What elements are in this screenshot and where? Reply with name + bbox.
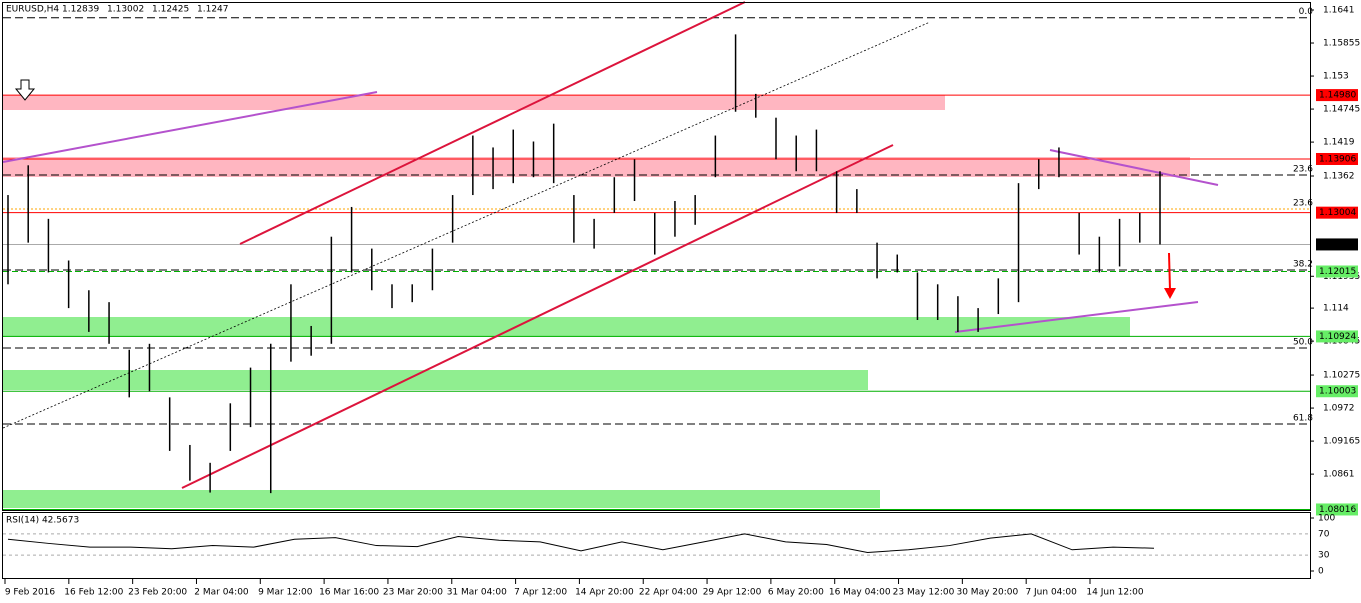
x-tick-label: 9 Mar 12:00	[258, 588, 313, 598]
support-zone	[3, 317, 1130, 337]
resistance-zone	[3, 95, 945, 110]
trend-line	[2, 91, 378, 163]
x-tick-label: 23 Mar 20:00	[383, 588, 443, 598]
chart-title: EURUSD,H4	[6, 5, 59, 15]
rsi-line	[7, 533, 1155, 553]
y-tick-label: 1.0861	[1323, 470, 1355, 480]
rsi-tick-label: 100	[1318, 514, 1335, 524]
x-tick-label: 14 Jun 12:00	[1086, 588, 1143, 598]
x-tick-label: 22 Apr 04:00	[639, 588, 698, 598]
quote-value: 1.13002	[107, 5, 144, 15]
x-tick-label: 9 Feb 2016	[5, 588, 56, 598]
price-label-box	[1316, 238, 1358, 251]
trend-line	[1049, 149, 1219, 186]
price-label-box	[1316, 330, 1358, 343]
channel-line	[181, 144, 894, 489]
y-tick-label: 1.14745	[1323, 105, 1360, 115]
quote-value: 1.12839	[62, 5, 99, 15]
price-label: 1.13004	[1319, 208, 1356, 218]
fib-label: 38.2	[1293, 260, 1313, 270]
x-tick-label: 30 May 20:00	[956, 588, 1018, 598]
price-label-box	[1316, 503, 1358, 516]
trend-line	[954, 301, 1199, 333]
x-tick-label: 16 May 04:00	[829, 588, 891, 598]
resistance-zone	[3, 157, 1190, 177]
y-tick-label: 1.0972	[1323, 404, 1355, 414]
price-label: 1.12015	[1319, 267, 1356, 277]
price-label: 1.14980	[1319, 91, 1356, 101]
y-tick-label: 1.15855	[1323, 39, 1360, 49]
fib-label: 50.0	[1293, 338, 1313, 348]
fib-label: 23.6	[1293, 198, 1313, 208]
main-pane-frame	[2, 2, 1311, 511]
trend-line	[2, 21, 931, 429]
y-tick-label: 1.10275	[1323, 371, 1360, 381]
price-label-box	[1316, 89, 1358, 102]
support-zone	[3, 490, 880, 508]
support-zone	[3, 370, 868, 390]
rsi-pane-frame	[2, 512, 1311, 579]
x-tick-label: 6 May 20:00	[768, 588, 824, 598]
x-tick-label: 7 Apr 12:00	[514, 588, 567, 598]
y-tick-label: 1.1419	[1323, 138, 1355, 148]
price-label: 1.13906	[1319, 154, 1356, 164]
y-tick-label: 1.153	[1323, 72, 1349, 82]
fib-label: 0.0	[1299, 7, 1314, 17]
rsi-tick-label: 0	[1318, 567, 1324, 577]
fib-label: 23.6	[1293, 164, 1313, 174]
price-label: 1.10924	[1319, 332, 1356, 342]
y-tick-label: 1.1362	[1323, 172, 1355, 182]
price-label-box	[1316, 265, 1358, 278]
x-tick-label: 23 May 12:00	[893, 588, 955, 598]
x-tick-label: 16 Feb 12:00	[64, 588, 123, 598]
arrow	[1168, 252, 1171, 291]
quote-value: 1.1247	[197, 5, 229, 15]
price-label: 1.12470	[1319, 240, 1356, 250]
x-tick-label: 7 Jun 04:00	[1025, 588, 1077, 598]
x-tick-label: 31 Mar 04:00	[447, 588, 507, 598]
quote-value: 1.12425	[152, 5, 189, 15]
rsi-tick-label: 70	[1318, 529, 1330, 539]
price-label: 1.10003	[1319, 387, 1356, 397]
price-label: 1.08016	[1319, 505, 1356, 515]
y-tick-label: 1.1641	[1323, 5, 1355, 15]
rsi-tick-label: 30	[1318, 551, 1330, 561]
y-tick-label: 1.09165	[1323, 437, 1360, 447]
y-tick-label: 1.114	[1323, 304, 1349, 314]
x-tick-label: 23 Feb 20:00	[128, 588, 187, 598]
price-label-box	[1316, 385, 1358, 398]
down-arrow-icon	[14, 79, 36, 101]
price-bars	[7, 34, 1161, 494]
price-label-box	[1316, 152, 1358, 165]
x-tick-label: 2 Mar 04:00	[194, 588, 249, 598]
channel-line	[239, 1, 746, 245]
arrow-head	[1164, 288, 1176, 299]
fib-label: 61.8	[1293, 414, 1313, 424]
price-label-box	[1316, 206, 1358, 219]
x-tick-label: 14 Apr 20:00	[575, 588, 634, 598]
rsi-title: RSI(14) 42.5673	[6, 516, 79, 526]
x-tick-label: 29 Apr 12:00	[703, 588, 762, 598]
x-tick-label: 16 Mar 16:00	[319, 588, 379, 598]
